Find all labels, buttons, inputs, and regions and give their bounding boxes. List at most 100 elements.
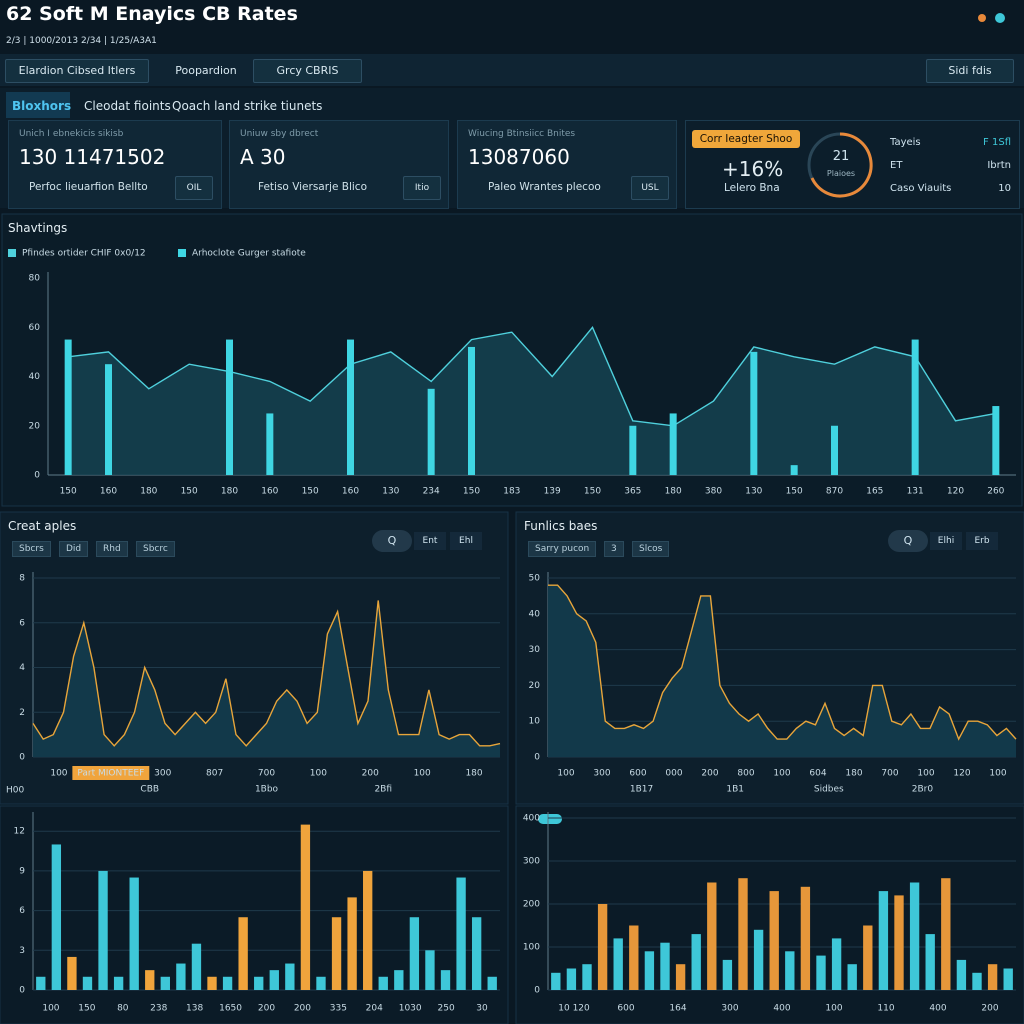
bar (941, 878, 951, 990)
x-tick-label: 180 (465, 769, 482, 779)
page-subtitle: 2/3 | 1000/2013 2/34 | 1/25/A3A1 (6, 36, 157, 46)
bar (129, 877, 139, 990)
left-bar-panel (0, 805, 509, 1024)
bar (113, 976, 124, 990)
bar (613, 938, 623, 990)
kpi-button[interactable]: USL (631, 176, 669, 200)
x-tick-label: 180 (140, 487, 157, 497)
x-tick-label: 1650 (219, 1004, 242, 1014)
bar (468, 346, 475, 475)
panel-button[interactable]: Ent (414, 532, 446, 550)
x-tick-label: 100 (42, 1004, 59, 1014)
x-tick-label: 100 (50, 769, 67, 779)
toolbar-button[interactable]: Sidi fdis (926, 59, 1014, 83)
y-tick-label: 0 (534, 753, 540, 763)
x-tick-label: 80 (117, 1004, 129, 1014)
bar (644, 951, 655, 990)
y-tick-label: 2 (19, 708, 25, 718)
panel-button[interactable]: Ehl (450, 532, 482, 550)
x-tick-label: 30 (476, 1004, 488, 1014)
x-tick-label: 150 (302, 487, 319, 497)
y-tick-label: 9 (19, 866, 25, 876)
filter-chip[interactable]: Did (59, 541, 89, 557)
x-tick-label: 250 (438, 1004, 455, 1014)
x-tick-label: 604 (809, 769, 826, 779)
tab[interactable]: Cleodat fioints (84, 99, 171, 113)
toolbar-button[interactable]: Grcy CBRIS (253, 59, 362, 83)
bar (425, 950, 435, 990)
x-tick-label: 100 (773, 769, 790, 779)
summary-row-label: Tayeis (890, 137, 921, 148)
filter-chip[interactable]: Sarry pucon (528, 541, 597, 557)
axis-note: Sidbes (814, 785, 844, 795)
x-tick-label: 100 (557, 769, 574, 779)
toolbar-button[interactable]: Elardion Cibsed Itlers (5, 59, 149, 83)
panel-button[interactable]: Elhi (930, 532, 962, 550)
x-tick-label: 130 (382, 487, 399, 497)
filter-chip[interactable]: Rhd (96, 541, 128, 557)
bar (254, 976, 264, 990)
bar (378, 976, 388, 990)
bar (347, 897, 357, 990)
panel-title: Creat aples (8, 519, 77, 533)
x-tick-label: 200 (362, 769, 379, 779)
x-tick-label: 180 (221, 487, 238, 497)
summary-row-label: ET (890, 160, 903, 171)
x-tick-label: 300 (154, 769, 171, 779)
bar (191, 943, 202, 990)
kpi-button[interactable]: Itio (403, 176, 441, 200)
bar (427, 388, 435, 475)
x-tick-label: 180 (845, 769, 862, 779)
bar (82, 976, 93, 990)
y-tick-label: 30 (529, 645, 541, 655)
bar (753, 929, 764, 990)
x-tick-label: 138 (186, 1004, 203, 1014)
y-tick-label: 10 (529, 717, 541, 727)
filter-chip[interactable]: 3 (604, 541, 624, 557)
filter-chip[interactable]: Sbcrs (12, 541, 51, 557)
x-tick-label: 200 (981, 1004, 998, 1014)
summary-change: +16% (722, 157, 784, 181)
filter-chip[interactable]: Sbcrc (136, 541, 175, 557)
x-tick-label: Part MIONTEEF (77, 769, 144, 779)
bar (409, 917, 420, 990)
bar (878, 891, 889, 990)
gauge-label: Plaioes (826, 169, 856, 178)
x-tick-label: 800 (737, 769, 754, 779)
tab[interactable]: Bloxhors (12, 99, 72, 113)
toolbar-button[interactable]: Poopardion (175, 64, 237, 77)
x-tick-label: 139 (544, 487, 561, 497)
line (32, 600, 501, 747)
filter-chip[interactable]: Slcos (632, 541, 670, 557)
kpi-value: 130 11471502 (19, 145, 166, 169)
area-fill (33, 600, 500, 757)
toggle[interactable] (538, 814, 562, 824)
gauge-arc (810, 132, 873, 198)
bar (987, 964, 998, 990)
kpi-button[interactable]: OIL (175, 176, 213, 200)
bar (911, 339, 919, 475)
x-tick-label: 120 (953, 769, 970, 779)
summary-row-value: 10 (998, 183, 1011, 194)
legend-swatch (8, 249, 16, 257)
tab[interactable]: Qoach land strike tiunets (172, 99, 323, 113)
bar (790, 465, 798, 475)
x-tick-label: 200 (258, 1004, 275, 1014)
bar (582, 964, 592, 990)
bar (331, 917, 342, 990)
kpi-label: Wiucing Btinsiicc Bnites (468, 129, 576, 139)
kpi-foot: Fetiso Viersarje Blico (258, 181, 368, 193)
line (548, 584, 1017, 741)
x-tick-label: 120 (947, 487, 964, 497)
bar (471, 917, 482, 990)
panel-button[interactable]: Q (888, 530, 928, 552)
axis-note: CBB (140, 785, 159, 795)
kpi-value: A 30 (240, 145, 286, 169)
bar (956, 959, 967, 990)
x-tick-label: 100 (414, 769, 431, 779)
panel-button[interactable]: Q (372, 530, 412, 552)
bar (909, 882, 920, 990)
kpi-card: Unich I ebnekicis sikisb 130 11471502 Pe… (8, 120, 222, 209)
panel-button[interactable]: Erb (966, 532, 998, 550)
x-tick-label: 870 (826, 487, 843, 497)
